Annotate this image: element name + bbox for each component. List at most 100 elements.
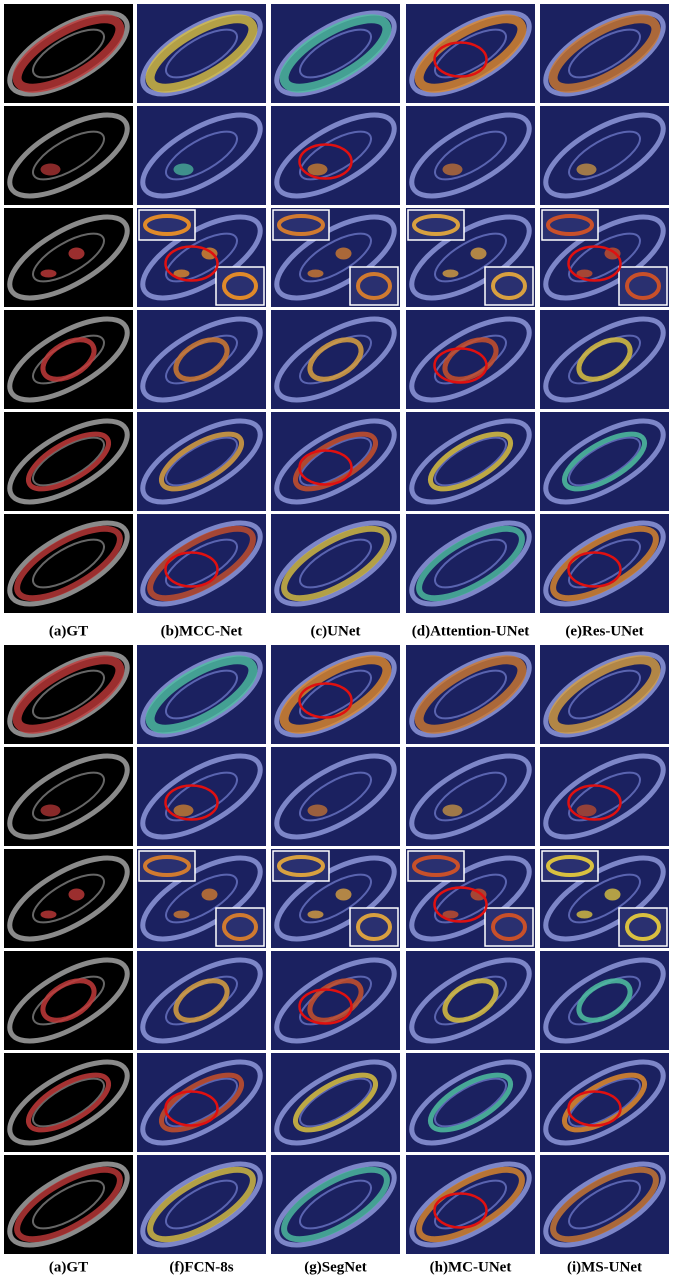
outer-shell <box>140 1059 263 1146</box>
image-panel <box>137 4 266 103</box>
inner-shell <box>165 1077 238 1128</box>
panel-caption: (f)FCN-8s <box>169 1259 233 1275</box>
segment-ring <box>562 431 647 492</box>
inner-shell <box>32 873 105 924</box>
inner-shell <box>568 771 641 822</box>
outer-shell <box>7 753 130 840</box>
segment-ring <box>414 655 527 734</box>
zoom-blob <box>356 913 392 941</box>
outer-shell <box>274 1059 397 1146</box>
inner-shell <box>299 873 372 924</box>
highlight-circle <box>164 551 219 588</box>
segment-blob <box>173 163 194 176</box>
highlight-circle <box>433 41 488 78</box>
highlight-circle <box>298 143 353 180</box>
outer-shell <box>7 957 130 1044</box>
inner-shell <box>32 232 105 283</box>
outer-shell <box>409 1161 532 1248</box>
image-panel <box>540 645 669 744</box>
outer-shell <box>274 651 397 738</box>
segment-blob <box>307 269 324 278</box>
highlight-circle <box>567 245 622 282</box>
inner-shell <box>568 28 641 79</box>
image-panel <box>271 1155 400 1254</box>
zoom-blob <box>222 913 258 941</box>
segment-blob <box>576 804 597 817</box>
image-panel <box>271 514 400 613</box>
inner-shell <box>568 232 641 283</box>
segment-blob <box>173 910 190 919</box>
image-panel <box>406 4 535 103</box>
segment-ring <box>12 655 125 734</box>
image-panel <box>406 951 535 1050</box>
segment-blob <box>307 910 324 919</box>
image-panel <box>137 208 266 307</box>
image-panel <box>406 1155 535 1254</box>
inner-shell <box>434 1179 507 1230</box>
image-panel <box>137 951 266 1050</box>
highlight-circle <box>298 988 353 1025</box>
segment-ring <box>414 14 527 93</box>
segment-blob <box>68 247 85 260</box>
outer-shell <box>543 957 666 1044</box>
inner-shell <box>568 873 641 924</box>
segment-ring <box>428 431 513 492</box>
inner-shell <box>434 232 507 283</box>
inner-shell <box>165 538 238 589</box>
zoom-blob <box>546 214 594 236</box>
panel-caption: (d)Attention-UNet <box>412 623 529 639</box>
zoom-blob <box>277 214 325 236</box>
inner-shell <box>165 873 238 924</box>
outer-shell <box>409 753 532 840</box>
inner-shell <box>299 28 372 79</box>
highlight-circle <box>164 784 219 821</box>
segment-ring <box>159 1072 244 1133</box>
highlight-circle <box>567 1090 622 1127</box>
segment-ring <box>550 1166 659 1243</box>
zoom-blob <box>222 272 258 300</box>
segment-ring <box>147 1166 256 1243</box>
image-panel <box>406 1053 535 1152</box>
inner-shell <box>299 1179 372 1230</box>
outer-shell <box>140 316 263 403</box>
panel-caption: (e)Res-UNet <box>565 623 643 639</box>
segment-ring <box>147 525 256 602</box>
outer-shell <box>543 418 666 505</box>
image-panel <box>4 4 133 103</box>
segment-ring <box>576 978 633 1023</box>
outer-shell <box>274 112 397 199</box>
inner-shell <box>165 28 238 79</box>
inner-shell <box>434 538 507 589</box>
segment-ring <box>173 978 230 1023</box>
segment-ring <box>428 1072 513 1133</box>
zoom-blob <box>625 913 661 941</box>
image-panel <box>540 310 669 409</box>
segment-blob <box>442 804 463 817</box>
highlight-circle <box>433 1192 488 1229</box>
inner-shell <box>568 669 641 720</box>
outer-shell <box>7 1161 130 1248</box>
inner-shell <box>32 28 105 79</box>
outer-shell <box>7 112 130 199</box>
outer-shell <box>140 520 263 607</box>
inner-shell <box>165 1179 238 1230</box>
segment-blob <box>40 163 61 176</box>
image-panel <box>271 849 400 948</box>
image-panel <box>271 645 400 744</box>
inner-shell <box>299 130 372 181</box>
image-panel <box>4 514 133 613</box>
image-panel <box>137 1155 266 1254</box>
inner-shell <box>165 232 238 283</box>
image-panel <box>137 106 266 205</box>
image-panel <box>137 747 266 846</box>
inner-shell <box>299 436 372 487</box>
highlight-circle <box>298 682 353 719</box>
segment-blob <box>40 804 61 817</box>
segment-blob <box>40 269 57 278</box>
zoom-blob <box>491 913 527 941</box>
highlight-circle <box>567 784 622 821</box>
segment-blob <box>442 269 459 278</box>
outer-shell <box>409 651 532 738</box>
outer-shell <box>140 753 263 840</box>
